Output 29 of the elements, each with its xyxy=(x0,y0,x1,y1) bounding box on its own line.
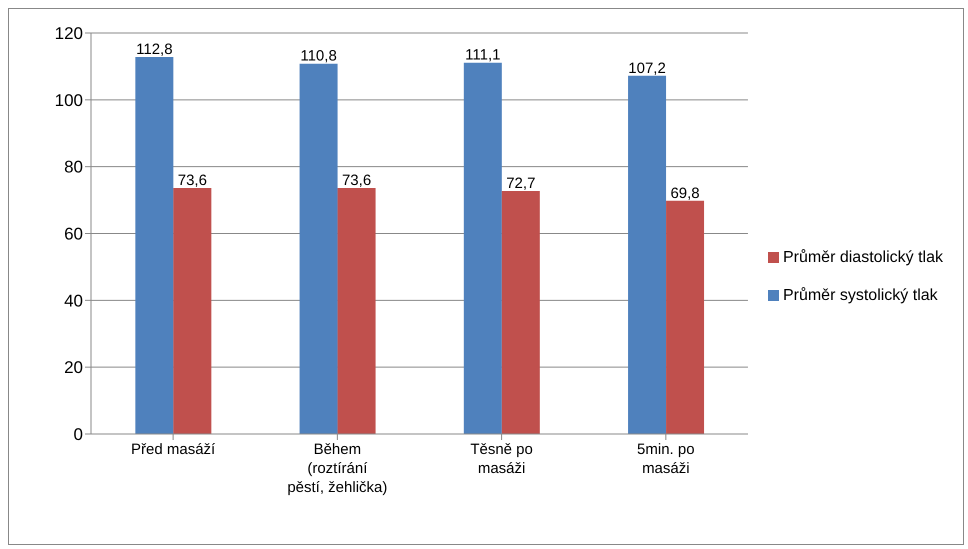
bar xyxy=(666,200,704,434)
x-tick-label: Během (roztírání pěstí, žehlička) xyxy=(287,441,388,496)
bar xyxy=(300,64,338,434)
data-label: 73,6 xyxy=(178,172,207,190)
y-tick-label: 80 xyxy=(64,158,83,177)
legend-label: Průměr diastolický tlak xyxy=(782,248,943,266)
bar xyxy=(464,62,502,434)
bar xyxy=(502,191,540,434)
x-tick-label: 5min. po masáži xyxy=(637,441,695,477)
y-tick-label: 40 xyxy=(64,291,83,310)
data-label: 111,1 xyxy=(465,46,500,64)
bar xyxy=(135,57,174,434)
y-tick-label: 20 xyxy=(64,358,83,378)
y-tick-label: 120 xyxy=(54,24,83,44)
data-label: 72,7 xyxy=(506,175,536,192)
bar xyxy=(338,188,376,434)
y-tick-label: 0 xyxy=(74,425,83,444)
y-tick-label: 60 xyxy=(64,224,83,244)
data-label: 112,8 xyxy=(136,41,173,58)
data-label: 69,8 xyxy=(670,184,700,202)
data-label: 73,6 xyxy=(342,172,372,190)
data-label: 110,8 xyxy=(300,48,337,65)
y-tick-label: 100 xyxy=(54,90,83,110)
legend-label: Průměr systolický tlak xyxy=(782,286,938,304)
bar xyxy=(173,188,212,434)
bar xyxy=(628,76,666,434)
data-label: 107,2 xyxy=(628,60,666,77)
x-tick-label: Před masáží xyxy=(131,441,216,458)
x-tick-label: Těsně po masáži xyxy=(470,441,533,477)
